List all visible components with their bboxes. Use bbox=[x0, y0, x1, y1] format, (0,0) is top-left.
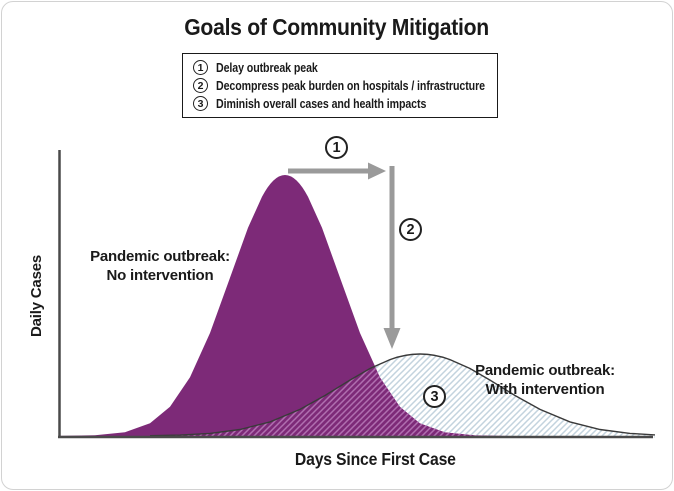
figure-title-row: Goals of Community Mitigation bbox=[0, 14, 674, 41]
marker-3-diminish: 3 bbox=[423, 385, 446, 408]
goals-legend: 1 Delay outbreak peak 2 Decompress peak … bbox=[182, 53, 498, 118]
legend-number: 2 bbox=[197, 79, 204, 92]
with-intervention-label-line2: With intervention bbox=[485, 381, 605, 398]
circled-number-2-icon: 2 bbox=[193, 78, 208, 93]
y-axis-label: Daily Cases bbox=[28, 254, 45, 338]
no-intervention-label: Pandemic outbreak: No intervention bbox=[65, 247, 255, 285]
legend-item-label: Delay outbreak peak bbox=[216, 60, 318, 75]
delay-peak-arrow bbox=[288, 162, 386, 180]
marker-1-delay: 1 bbox=[325, 136, 348, 159]
with-intervention-curve-outline bbox=[149, 353, 656, 437]
legend-item-decompress: 2 Decompress peak burden on hospitals / … bbox=[193, 78, 497, 93]
marker-number: 3 bbox=[430, 388, 439, 405]
with-intervention-label: Pandemic outbreak: With intervention bbox=[450, 361, 640, 399]
legend-item-delay: 1 Delay outbreak peak bbox=[193, 60, 497, 75]
legend-number: 1 bbox=[197, 61, 204, 74]
legend-item-label: Diminish overall cases and health impact… bbox=[216, 96, 427, 111]
circled-number-3-icon: 3 bbox=[193, 96, 208, 111]
marker-number: 1 bbox=[332, 139, 341, 156]
x-axis-label: Days Since First Case bbox=[294, 449, 456, 469]
no-intervention-label-line2: No intervention bbox=[106, 267, 214, 284]
circled-number-1-icon: 1 bbox=[193, 60, 208, 75]
legend-item-diminish: 3 Diminish overall cases and health impa… bbox=[193, 96, 497, 111]
x-axis-label-row: Days Since First Case bbox=[0, 449, 674, 470]
legend-item-label: Decompress peak burden on hospitals / in… bbox=[216, 78, 485, 93]
no-intervention-curve bbox=[60, 175, 510, 438]
no-intervention-label-line1: Pandemic outbreak: bbox=[90, 248, 230, 265]
decompress-arrow bbox=[383, 166, 401, 349]
marker-number: 2 bbox=[406, 221, 415, 238]
marker-2-decompress: 2 bbox=[399, 218, 422, 241]
with-intervention-curve-area bbox=[150, 354, 655, 438]
page-title: Goals of Community Mitigation bbox=[184, 14, 490, 40]
legend-number: 3 bbox=[197, 97, 204, 110]
with-intervention-label-line1: Pandemic outbreak: bbox=[475, 362, 615, 379]
